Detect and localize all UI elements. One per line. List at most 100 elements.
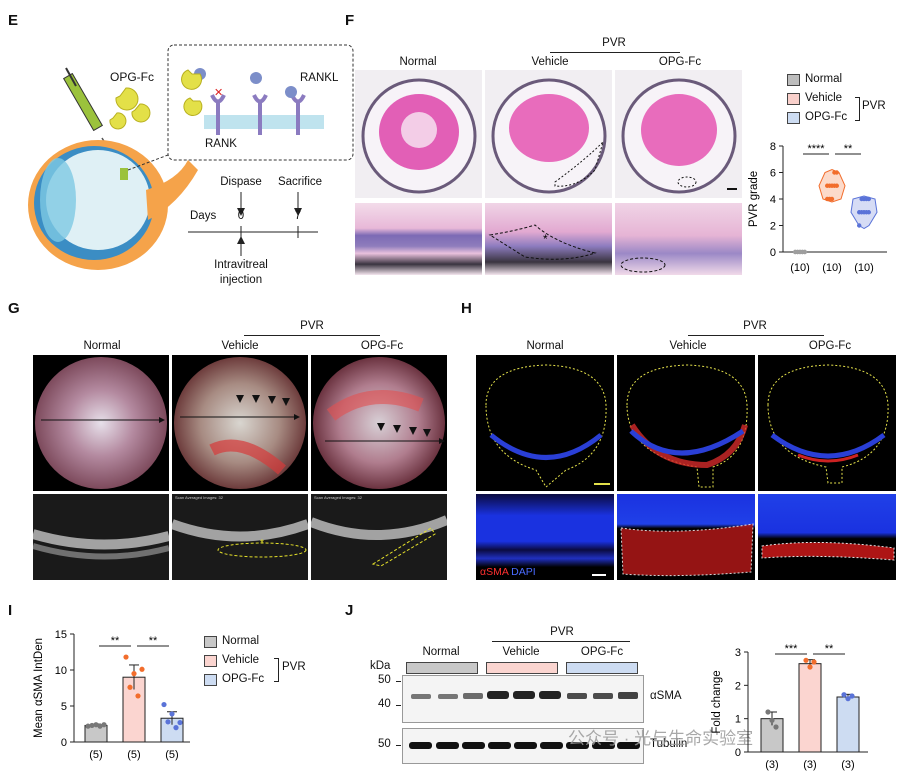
lane-opg-j: OPG-Fc xyxy=(580,646,624,658)
col-opg-h: OPG-Fc xyxy=(808,340,852,352)
rankl-molecules xyxy=(194,68,297,98)
col-vehicle-g: Vehicle xyxy=(221,340,259,352)
if-retina-vehicle xyxy=(617,494,755,580)
data-point xyxy=(165,719,171,725)
asma-intden-chart: 0 5 10 15 Mean αSMA IntDen (5) (5) (5) ** ** xyxy=(33,629,190,761)
data-point xyxy=(857,223,862,228)
significance-label: ** xyxy=(111,635,120,647)
data-point xyxy=(123,654,129,660)
he-retina-normal xyxy=(355,203,482,275)
cell-membrane xyxy=(204,115,324,129)
legend-swatch-vehicle-i xyxy=(204,655,217,667)
panel-letter-f: F xyxy=(345,12,355,29)
oct-caption-opg: Scan Averaged Images: 32 xyxy=(314,495,362,500)
data-point xyxy=(829,196,835,202)
lane-normal-j: Normal xyxy=(422,646,460,658)
svg-text:*: * xyxy=(543,232,548,246)
he-retina-opg xyxy=(615,203,742,275)
n-label: (5) xyxy=(89,749,102,761)
data-point xyxy=(857,210,862,215)
pvr-bracket-j xyxy=(492,641,630,642)
y-axis-title: Mean αSMA IntDen xyxy=(33,638,45,738)
legend-bracket-label-i: PVR xyxy=(282,661,306,673)
significance-label: ** xyxy=(149,635,158,647)
he-eye-opg xyxy=(615,70,742,198)
pvr-group-header-g: PVR xyxy=(300,320,324,332)
zoom-inset-box xyxy=(167,44,354,161)
n-label: (10) xyxy=(790,262,810,274)
lane-bar-vehicle xyxy=(486,662,558,674)
panel-letter-h: H xyxy=(461,300,472,317)
scale-bar xyxy=(592,574,606,576)
data-point xyxy=(85,723,91,729)
pvr-bracket-h xyxy=(688,335,824,336)
n-label: (5) xyxy=(127,749,140,761)
legend-vehicle-i: Vehicle xyxy=(222,654,260,666)
injection-label-1: Intravitreal xyxy=(214,259,268,271)
dispase-label: Dispase xyxy=(220,176,262,188)
blot-tubulin xyxy=(402,728,644,764)
data-point xyxy=(807,664,813,670)
y-tick-label: 0 xyxy=(61,737,67,749)
significance-label: **** xyxy=(807,143,825,155)
col-opg-g: OPG-Fc xyxy=(360,340,404,352)
data-point xyxy=(89,722,95,729)
legend-swatch-vehicle-f xyxy=(787,93,800,105)
marker-50-top: 50 xyxy=(378,674,391,686)
data-point xyxy=(93,722,99,728)
opg-fc-bound xyxy=(181,69,203,116)
data-point xyxy=(834,183,839,188)
legend-swatch-opg-i xyxy=(204,674,217,686)
n-label: (5) xyxy=(165,749,178,761)
data-point xyxy=(811,659,817,665)
col-normal-g: Normal xyxy=(83,340,121,352)
y-tick-label: 3 xyxy=(735,647,741,659)
stain-blue-label: DAPI xyxy=(511,566,536,578)
data-point xyxy=(127,684,133,690)
pvr-bracket-f xyxy=(550,52,680,53)
significance-label: *** xyxy=(785,643,799,655)
col-normal-h: Normal xyxy=(526,340,564,352)
legend-swatch-normal-f xyxy=(787,74,800,86)
band-tubulin-label: Tubulin xyxy=(650,738,688,750)
data-point xyxy=(97,723,103,729)
significance-label: ** xyxy=(844,143,853,155)
legend-bracket-f xyxy=(855,97,860,121)
if-retina-opg xyxy=(758,494,896,580)
schematic-diagram: ✕ xyxy=(28,44,354,270)
legend-vehicle-f: Vehicle xyxy=(805,92,843,104)
data-point xyxy=(177,719,183,726)
y-tick-label: 0 xyxy=(770,247,776,259)
y-tick-label: 2 xyxy=(735,680,741,692)
if-retina-normal xyxy=(476,494,614,580)
n-label: (10) xyxy=(822,262,842,274)
data-point xyxy=(849,693,855,699)
eye-diagram xyxy=(28,140,198,270)
he-eye-vehicle xyxy=(485,70,612,198)
y-tick-label: 15 xyxy=(55,629,67,641)
legend-normal-i: Normal xyxy=(222,635,260,647)
fundus-normal xyxy=(33,355,169,491)
fundus-vehicle xyxy=(172,355,308,491)
marker-50-bottom: 50 xyxy=(378,738,391,750)
band-asma-label: αSMA xyxy=(650,690,682,702)
data-point xyxy=(101,722,107,728)
fundus-opg xyxy=(311,355,447,491)
col-normal-f: Normal xyxy=(399,56,437,68)
pvr-group-header-j: PVR xyxy=(550,626,574,638)
y-tick-label: 8 xyxy=(770,141,776,153)
col-opg-f: OPG-Fc xyxy=(658,56,702,68)
blot-asma xyxy=(402,675,644,723)
oct-vehicle: * xyxy=(172,494,308,580)
legend-swatch-normal-i xyxy=(204,636,217,648)
data-point xyxy=(829,183,835,188)
lane-bar-opg xyxy=(566,662,638,674)
stain-red-label: αSMA xyxy=(480,566,509,578)
legend-bracket-label-f: PVR xyxy=(862,100,886,112)
data-point xyxy=(841,692,847,698)
day0-label: 0 xyxy=(237,210,245,222)
n-label: (3) xyxy=(841,759,854,771)
oct-normal xyxy=(33,494,169,580)
